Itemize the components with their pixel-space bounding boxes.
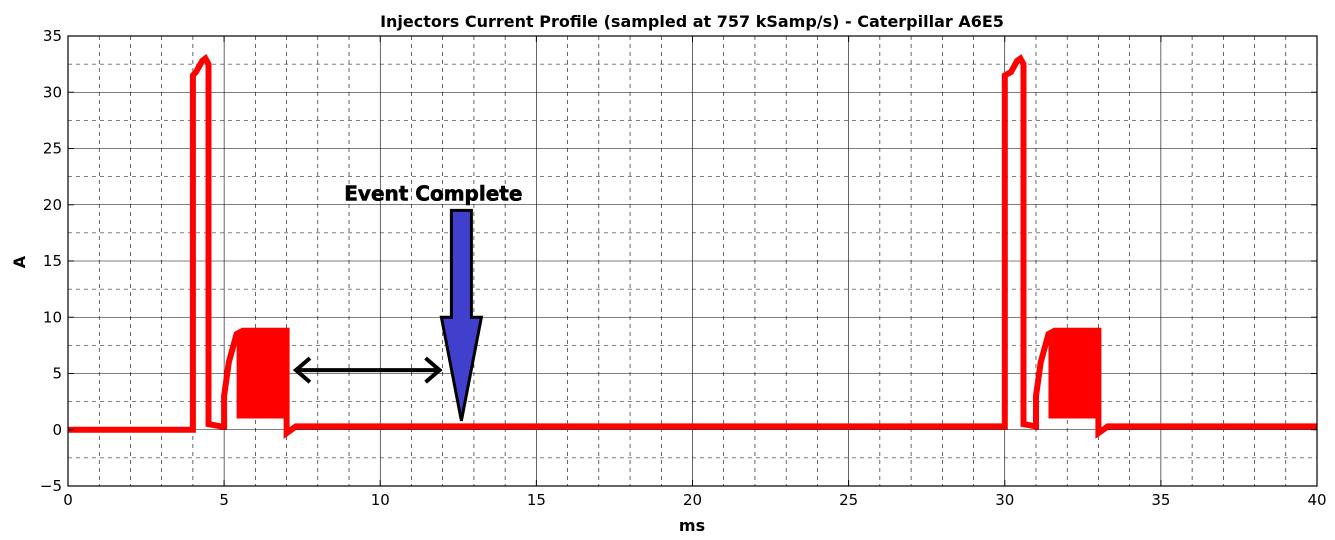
y-tick-label: 10: [43, 308, 62, 326]
x-tick-label: 20: [683, 491, 702, 509]
y-tick-label: 5: [52, 365, 62, 383]
y-tick-label: 15: [43, 252, 62, 270]
y-axis-label: A: [10, 255, 29, 268]
annotation-event-complete: Event Complete: [344, 181, 522, 205]
y-tick-label: 0: [52, 421, 62, 439]
x-tick-label: 15: [527, 491, 546, 509]
x-tick-label: 5: [219, 491, 229, 509]
hold-phase-band-1: [236, 330, 287, 419]
x-tick-label: 0: [63, 491, 73, 509]
chart-title: Injectors Current Profile (sampled at 75…: [380, 12, 1004, 31]
double-arrow-head-right: [424, 356, 443, 384]
y-tick-label: 30: [43, 83, 62, 101]
x-tick-label: 40: [1307, 491, 1326, 509]
series-layer: [68, 54, 1317, 439]
x-tick-label: 10: [371, 491, 390, 509]
double-arrow-annotation: [292, 356, 443, 384]
y-tick-label: 20: [43, 196, 62, 214]
y-tick-label: 35: [43, 27, 62, 45]
y-tick-label: −5: [40, 477, 62, 495]
series-line-1: [68, 54, 1317, 439]
x-tick-label: 30: [995, 491, 1014, 509]
down-arrow-annotation: [439, 208, 484, 422]
x-axis-label: ms: [679, 516, 705, 535]
x-tick-label: 35: [1151, 491, 1170, 509]
y-tick-label: 25: [43, 140, 62, 158]
double-arrow-head-left: [292, 356, 312, 384]
x-tick-label: 25: [839, 491, 858, 509]
hold-phase-band-2: [1048, 330, 1099, 419]
annotation-layer: Event Complete: [292, 181, 523, 422]
